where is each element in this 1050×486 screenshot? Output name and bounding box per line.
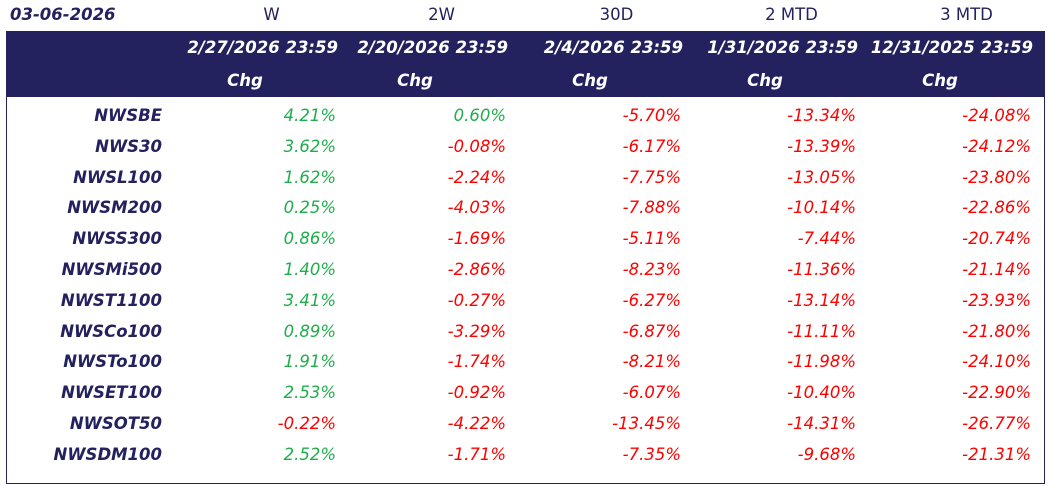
value-cell: 2.53% [283, 383, 336, 403]
value-cell: -9.68% [797, 444, 856, 464]
value-cell: -10.40% [787, 383, 856, 403]
value-cell: 2.52% [283, 444, 336, 464]
date-header: 2/27/2026 23:59 [187, 38, 338, 57]
date-label: 03-06-2026 [10, 5, 116, 24]
row-label: NWSS300 [72, 229, 162, 249]
value-cell: -3.29% [447, 321, 506, 341]
value-cell: -11.98% [787, 352, 856, 372]
value-cell: -0.08% [447, 136, 506, 156]
value-cell: -4.03% [447, 198, 506, 218]
date-header: 2/4/2026 23:59 [543, 38, 683, 57]
value-cell: -21.14% [962, 260, 1031, 279]
period-header: 3 MTD [940, 5, 993, 24]
value-cell: 3.62% [283, 136, 336, 156]
period-header: 2 MTD [765, 5, 818, 24]
value-cell: 3.41% [283, 290, 336, 310]
row-label: NWSCo100 [60, 321, 162, 341]
period-header: 30D [599, 5, 634, 24]
value-cell: -5.70% [622, 106, 681, 125]
value-cell: -13.39% [787, 136, 856, 156]
value-cell: 1.40% [283, 260, 336, 279]
value-cell: 1.91% [283, 352, 336, 372]
period-header: 2W [428, 5, 455, 24]
value-cell: -11.36% [787, 260, 856, 279]
value-cell: -6.07% [622, 383, 681, 403]
value-cell: -13.05% [787, 167, 856, 187]
value-cell: -5.11% [622, 229, 681, 249]
value-cell: -2.24% [447, 167, 506, 187]
value-cell: 0.86% [283, 229, 336, 249]
row-label: NWSMi500 [61, 260, 162, 279]
value-cell: -6.17% [622, 136, 681, 156]
date-header: 1/31/2026 23:59 [707, 38, 858, 57]
value-cell: -0.22% [277, 414, 336, 433]
value-cell: 0.89% [283, 321, 336, 341]
value-cell: -1.74% [447, 352, 506, 372]
table-frame [6, 31, 1045, 484]
value-cell: -24.12% [962, 136, 1031, 156]
measure-header: Chg [397, 71, 433, 90]
measure-header: Chg [747, 71, 783, 90]
value-cell: -13.34% [787, 106, 856, 125]
value-cell: -6.27% [622, 290, 681, 310]
value-cell: -1.69% [447, 229, 506, 249]
value-cell: -4.22% [447, 414, 506, 433]
value-cell: -7.44% [797, 229, 856, 249]
measure-header: Chg [572, 71, 608, 90]
value-cell: -23.93% [962, 290, 1031, 310]
row-label: NWSDM100 [53, 444, 162, 464]
value-cell: -10.14% [787, 198, 856, 218]
value-cell: -2.86% [447, 260, 506, 279]
value-cell: 4.21% [283, 106, 336, 125]
value-cell: -0.92% [447, 383, 506, 403]
value-cell: -24.08% [962, 106, 1031, 125]
row-label: NWSBE [94, 106, 162, 125]
measure-header: Chg [227, 71, 263, 90]
value-cell: -21.80% [962, 321, 1031, 341]
date-header: 2/20/2026 23:59 [357, 38, 508, 57]
value-cell: -11.11% [787, 321, 856, 341]
header-band [6, 31, 1045, 97]
value-cell: -21.31% [962, 444, 1031, 464]
value-cell: -7.75% [622, 167, 681, 187]
value-cell: -6.87% [622, 321, 681, 341]
row-label: NWSOT50 [69, 414, 162, 433]
value-cell: -1.71% [447, 444, 506, 464]
value-cell: 1.62% [283, 167, 336, 187]
value-cell: -13.14% [787, 290, 856, 310]
value-cell: -0.27% [447, 290, 506, 310]
value-cell: -22.86% [962, 198, 1031, 218]
value-cell: -22.90% [962, 383, 1031, 403]
measure-header: Chg [922, 71, 958, 90]
row-label: NWSL100 [73, 167, 162, 187]
row-label: NWS30 [95, 136, 162, 156]
value-cell: -8.23% [622, 260, 681, 279]
value-cell: 0.60% [453, 106, 506, 125]
row-label: NWSTo100 [63, 352, 162, 372]
row-label: NWSET100 [61, 383, 162, 403]
value-cell: -13.45% [612, 414, 681, 433]
value-cell: -20.74% [962, 229, 1031, 249]
value-cell: 0.25% [283, 198, 336, 218]
value-cell: -8.21% [622, 352, 681, 372]
value-cell: -24.10% [962, 352, 1031, 372]
row-label: NWST1100 [60, 290, 162, 310]
value-cell: -7.35% [622, 444, 681, 464]
date-header: 12/31/2025 23:59 [870, 38, 1033, 57]
value-cell: -7.88% [622, 198, 681, 218]
value-cell: -26.77% [962, 414, 1031, 433]
value-cell: -23.80% [962, 167, 1031, 187]
value-cell: -14.31% [787, 414, 856, 433]
row-label: NWSM200 [67, 198, 162, 218]
period-header: W [263, 5, 280, 24]
